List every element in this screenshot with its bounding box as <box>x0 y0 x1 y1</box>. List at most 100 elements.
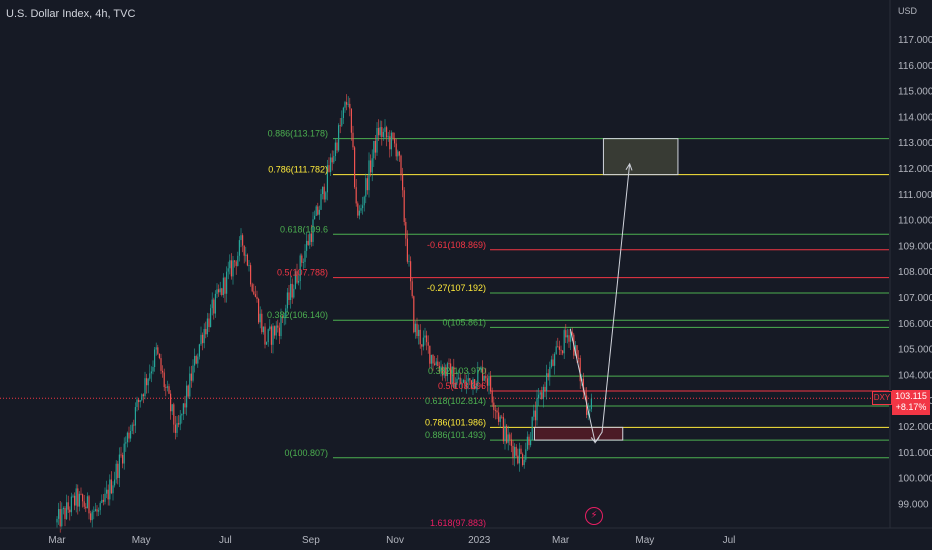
candle-body <box>446 363 448 377</box>
candle-body <box>210 308 212 328</box>
candle-body <box>176 423 178 433</box>
candle-body <box>579 358 581 382</box>
chart-title: U.S. Dollar Index, 4h, TVC <box>6 8 136 20</box>
candle-body <box>160 358 162 371</box>
candle-body <box>342 107 344 118</box>
candle-body <box>515 446 517 456</box>
candle-body <box>114 479 116 486</box>
candle-body <box>266 342 268 345</box>
candle-body <box>491 391 493 403</box>
candle-body <box>98 510 100 512</box>
candle-body <box>58 509 60 519</box>
candle-body <box>274 326 276 336</box>
candle-body <box>590 398 592 410</box>
candle-body <box>467 378 469 382</box>
candle-body <box>534 410 536 421</box>
candle-body <box>557 346 559 348</box>
candle-body <box>549 366 551 378</box>
candle-body <box>109 479 111 500</box>
candle-body <box>522 454 524 466</box>
candle-body <box>317 206 319 215</box>
y-tick-label: 117.000 <box>898 35 932 46</box>
candle-body <box>406 238 408 262</box>
candle-body <box>301 255 303 263</box>
candle-body <box>56 518 58 523</box>
candle-body <box>587 411 589 415</box>
candle-body <box>211 299 213 309</box>
candle-body <box>146 378 148 386</box>
candle-body <box>157 347 159 354</box>
candle-body <box>141 394 143 401</box>
candle-body <box>392 132 394 139</box>
candle-body <box>501 416 503 418</box>
candle-body <box>232 260 234 277</box>
candle-body <box>206 318 208 335</box>
support-zone-box <box>533 426 624 441</box>
candle-body <box>168 386 170 394</box>
candle-body <box>102 499 104 502</box>
candle-body <box>78 493 80 507</box>
candle-body <box>226 271 228 294</box>
candle-body <box>77 488 79 507</box>
candle-body <box>395 143 397 157</box>
candle-body <box>474 379 476 389</box>
candle-body <box>126 432 128 443</box>
candle-body <box>490 376 492 392</box>
candle-body <box>267 329 269 343</box>
candle-body <box>230 260 232 277</box>
candle-body <box>130 430 132 439</box>
candle-body <box>323 186 325 200</box>
fib-level-label: 0.786(101.986) <box>425 417 486 427</box>
candle-body <box>541 392 543 400</box>
candle-body <box>504 425 506 442</box>
candle-body <box>290 283 292 300</box>
candle-body <box>539 392 541 395</box>
candle-body <box>434 363 436 365</box>
candle-body <box>256 296 258 300</box>
candle-body <box>560 349 562 351</box>
candle-body <box>150 371 152 374</box>
candle-body <box>250 265 252 285</box>
x-tick-label: Mar <box>552 535 570 546</box>
candle-body <box>155 347 157 350</box>
last-price: 103.115 <box>895 391 927 401</box>
candle-body <box>218 289 220 293</box>
candle-body <box>571 331 573 335</box>
candle-body <box>582 378 584 393</box>
candle-body <box>88 496 90 514</box>
fib-level-label: 0(105.861) <box>442 317 486 327</box>
candle-body <box>496 410 498 413</box>
candle-body <box>224 277 226 294</box>
candle-body <box>493 402 495 411</box>
candle-body <box>456 378 458 384</box>
candle-body <box>533 410 535 417</box>
x-tick-label: Nov <box>386 535 404 546</box>
candle-body <box>192 365 194 381</box>
lightning-bolt-icon[interactable]: ⚡︎ <box>585 507 603 525</box>
candle-body <box>197 356 199 364</box>
y-tick-label: 111.000 <box>898 190 932 201</box>
candle-body <box>517 455 519 464</box>
x-tick-label: Mar <box>48 535 66 546</box>
candle-body <box>322 186 324 194</box>
candle-body <box>402 174 404 191</box>
candle-body <box>563 330 565 354</box>
candle-body <box>424 335 426 338</box>
candle-body <box>426 335 428 343</box>
x-tick-label: May <box>635 535 654 546</box>
candle-body <box>194 355 196 366</box>
candle-body <box>277 325 279 328</box>
fib-level-label: 0.886(101.493) <box>425 430 486 440</box>
candle-body <box>83 501 85 507</box>
candle-body <box>107 489 109 500</box>
candle-body <box>86 496 88 509</box>
candles-layer <box>56 94 592 533</box>
candle-body <box>390 132 392 150</box>
candle-body <box>325 192 327 200</box>
candle-body <box>458 377 460 379</box>
fib-level-label: 0.786(111.782) <box>268 165 328 175</box>
candle-body <box>254 294 256 297</box>
candle-body <box>272 326 274 345</box>
candle-body <box>410 261 412 282</box>
